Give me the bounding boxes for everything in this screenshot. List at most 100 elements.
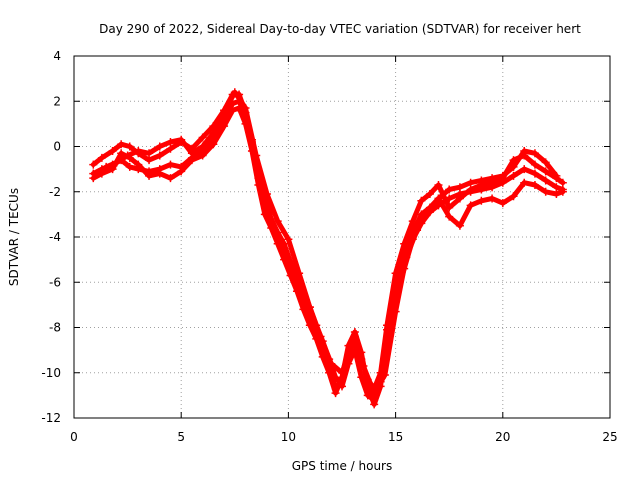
data-point <box>520 178 529 187</box>
y-tick-label: 0 <box>53 140 61 154</box>
y-tick-label: -4 <box>49 230 61 244</box>
data-point <box>305 321 314 330</box>
data-point <box>445 212 454 221</box>
data-point <box>125 162 134 171</box>
data-point <box>325 368 334 377</box>
data-point <box>316 332 325 341</box>
data-point <box>209 128 218 137</box>
data-point <box>530 169 539 178</box>
data-point <box>241 104 250 113</box>
y-tick-label: -6 <box>49 275 61 289</box>
data-point <box>417 196 426 205</box>
data-point <box>112 158 121 167</box>
x-tick-label: 15 <box>388 430 403 444</box>
data-point <box>338 368 346 377</box>
data-point <box>145 149 154 158</box>
data-point <box>177 135 186 144</box>
y-tick-label: 2 <box>53 94 61 108</box>
data-point <box>434 194 443 203</box>
data-point <box>209 140 218 149</box>
data-point <box>520 147 529 156</box>
chart-title: Day 290 of 2022, Sidereal Day-to-day VTE… <box>99 22 581 36</box>
data-point <box>155 169 164 178</box>
data-point <box>273 239 282 248</box>
data-point <box>134 147 143 156</box>
x-tick-label: 10 <box>281 430 296 444</box>
data-point <box>348 337 357 346</box>
data-point <box>498 171 507 180</box>
y-tick-label: -8 <box>49 321 61 335</box>
data-point <box>295 269 304 278</box>
data-point <box>370 400 379 409</box>
data-point <box>187 149 196 158</box>
data-point <box>220 122 229 131</box>
data-point <box>273 217 282 226</box>
data-point <box>166 137 175 146</box>
data-point <box>187 156 196 165</box>
data-point <box>117 149 126 158</box>
data-point <box>166 144 175 153</box>
data-point <box>552 190 561 199</box>
data-point <box>145 171 154 180</box>
series-line <box>103 89 559 396</box>
data-point <box>97 153 106 162</box>
data-point <box>89 160 98 169</box>
data-point <box>299 305 308 314</box>
data-point <box>331 389 340 398</box>
data-point <box>102 162 111 171</box>
data-point <box>477 176 486 185</box>
data-point <box>558 178 567 187</box>
data-point <box>286 271 295 280</box>
data-point <box>117 140 126 149</box>
data-point <box>230 88 239 97</box>
data-point <box>466 178 475 187</box>
data-point <box>262 190 271 199</box>
data-point <box>198 151 207 160</box>
data-point <box>89 174 98 183</box>
data-point <box>466 185 475 194</box>
data-point <box>558 187 567 196</box>
data-point <box>434 180 443 189</box>
y-tick-label: -2 <box>49 185 61 199</box>
data-point <box>541 187 550 196</box>
data-point <box>530 149 539 158</box>
data-point <box>383 325 392 334</box>
data-point <box>220 108 229 117</box>
data-point <box>552 171 561 180</box>
data-point <box>541 158 550 167</box>
data-point <box>123 151 132 160</box>
y-tick-label: -12 <box>41 411 61 425</box>
data-point <box>292 287 301 296</box>
data-point <box>108 147 117 156</box>
data-point <box>445 185 454 194</box>
data-point <box>318 352 327 361</box>
data-point <box>198 133 207 142</box>
data-point <box>134 160 143 169</box>
data-point <box>455 194 464 203</box>
data-point <box>402 253 411 262</box>
data-point <box>166 174 175 183</box>
data-point <box>541 167 550 176</box>
data-point <box>455 221 464 230</box>
data-point <box>370 389 379 398</box>
data-point <box>488 174 497 183</box>
data-point <box>267 223 276 232</box>
series-line <box>90 92 566 392</box>
data-point <box>327 359 336 368</box>
data-point <box>477 196 486 205</box>
data-point <box>359 361 368 370</box>
x-tick-label: 20 <box>495 430 510 444</box>
data-point <box>466 201 475 210</box>
data-point <box>498 199 507 208</box>
data-point <box>97 169 106 178</box>
data-point <box>155 151 164 160</box>
x-tick-label: 5 <box>177 430 185 444</box>
data-point <box>541 176 550 185</box>
data-point <box>488 194 497 203</box>
y-tick-label: -10 <box>41 366 61 380</box>
data-point <box>254 180 263 189</box>
data-point <box>260 210 269 219</box>
axis-ticks: 0 5 10 15 20 25 -12 -10 -8 -6 -4 -2 0 2 4 <box>41 49 617 444</box>
data-point <box>252 151 261 160</box>
